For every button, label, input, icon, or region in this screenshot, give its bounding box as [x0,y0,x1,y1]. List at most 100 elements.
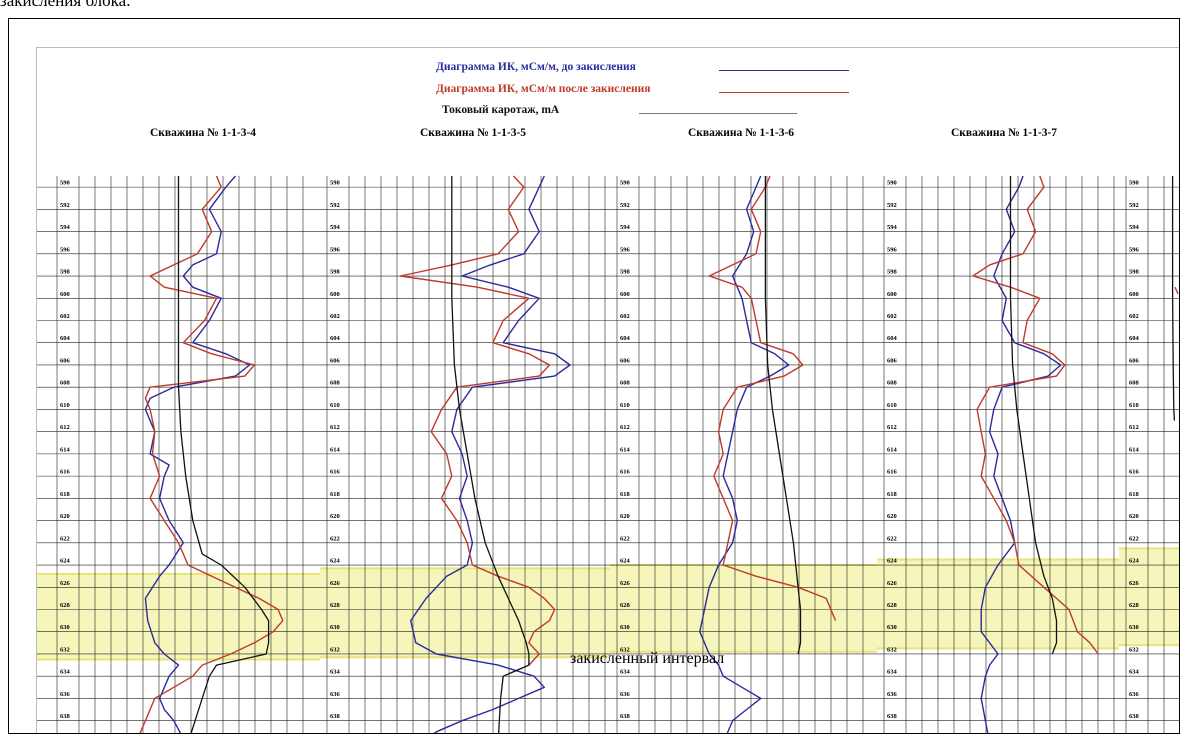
depth-tick-label: 632 [620,646,630,653]
depth-tick-label: 614 [1129,446,1140,453]
depth-tick-label: 626 [887,580,898,587]
zone-label: закисленный интервал [570,650,725,667]
depth-tick-label: 618 [330,491,341,498]
depth-tick-label: 610 [620,402,630,409]
depth-tick-label: 598 [620,269,631,276]
depth-tick-label: 608 [60,380,71,387]
depth-tick-label: 632 [887,646,897,653]
depth-tick-label: 594 [60,224,71,231]
depth-tick-label: 598 [60,269,71,276]
ik-before-line [699,175,790,733]
acidized-zone-band [320,568,610,658]
depth-tick-label: 628 [620,602,631,609]
depth-tick-label: 596 [330,246,341,253]
depth-tick-label: 616 [887,469,898,476]
well-title-2: Скважина № 1-1-3-5 [420,127,527,139]
ik-after-line [1174,286,1179,295]
depth-tick-label: 590 [620,180,630,187]
depth-tick-label: 630 [620,624,630,631]
depth-tick-label: 592 [60,202,70,209]
depth-tick-label: 600 [620,291,630,298]
legend-line-current [639,113,797,114]
depth-tick-label: 612 [887,424,897,431]
depth-tick-label: 596 [887,246,898,253]
depth-tick-label: 614 [887,446,898,453]
depth-tick-label: 638 [887,713,898,720]
depth-tick-label: 604 [1129,335,1140,342]
depth-tick-label: 630 [887,624,897,631]
depth-tick-label: 600 [60,291,70,298]
depth-tick-label: 596 [620,246,631,253]
depth-tick-label: 604 [620,335,631,342]
depth-tick-label: 594 [620,224,631,231]
ik-after-line [972,175,1099,655]
current-log-line [1171,176,1176,421]
depth-tick-label: 630 [1129,624,1139,631]
depth-tick-label: 610 [887,402,897,409]
depth-tick-label: 590 [60,180,70,187]
depth-tick-label: 636 [620,691,631,698]
depth-tick-label: 620 [1129,513,1139,520]
depth-tick-label: 626 [620,580,631,587]
depth-tick-label: 592 [887,202,897,209]
depth-tick-label: 630 [330,624,340,631]
depth-tick-label: 616 [1129,469,1140,476]
depth-tick-label: 602 [330,313,340,320]
depth-tick-label: 606 [60,357,71,364]
depth-tick-label: 624 [330,558,341,565]
current-log-line [764,176,802,655]
depth-tick-label: 610 [1129,402,1139,409]
depth-tick-label: 638 [60,713,71,720]
depth-tick-label: 636 [60,691,71,698]
depth-tick-label: 634 [887,669,898,676]
acidized-zone-band [610,565,877,652]
depth-tick-label: 606 [887,357,898,364]
top-caption: закисления блока. [0,0,131,10]
depth-tick-label: 626 [60,580,71,587]
depth-tick-label: 628 [1129,602,1140,609]
depth-tick-label: 634 [620,669,631,676]
depth-tick-label: 608 [1129,380,1140,387]
depth-tick-label: 628 [60,602,71,609]
ik-after-line [708,175,837,621]
depth-tick-label: 592 [330,202,340,209]
depth-tick-label: 618 [620,491,631,498]
depth-tick-label: 622 [620,535,630,542]
depth-tick-label: 636 [1129,691,1140,698]
depth-tick-label: 630 [60,624,70,631]
depth-tick-label: 614 [330,446,341,453]
figure-frame: Диаграмма ИК, мСм/м, до закисления Диагр… [8,18,1180,734]
depth-tick-label: 600 [887,291,897,298]
depth-tick-label: 622 [887,535,897,542]
depth-tick-label: 614 [60,446,71,453]
depth-tick-label: 598 [1129,269,1140,276]
depth-tick-label: 602 [1129,313,1139,320]
depth-tick-label: 602 [620,313,630,320]
depth-tick-label: 622 [60,535,70,542]
depth-tick-label: 600 [330,291,340,298]
depth-tick-label: 610 [330,402,340,409]
depth-tick-label: 612 [60,424,70,431]
depth-tick-label: 612 [620,424,630,431]
legend-line-before [719,70,849,71]
depth-tick-label: 610 [60,402,70,409]
depth-tick-label: 626 [1129,580,1140,587]
depth-tick-label: 628 [330,602,341,609]
legend-entry-after: Диаграмма ИК, мСм/м после закисления [436,83,651,95]
depth-tick-label: 606 [330,357,341,364]
depth-tick-label: 612 [1129,424,1139,431]
well-title-1: Скважина № 1-1-3-4 [150,127,257,139]
depth-tick-label: 618 [1129,491,1140,498]
depth-tick-label: 616 [620,469,631,476]
depth-tick-label: 624 [887,558,898,565]
well-title-3: Скважина № 1-1-3-6 [688,127,795,139]
depth-tick-label: 632 [330,646,340,653]
depth-tick-label: 632 [60,646,70,653]
depth-tick-label: 636 [887,691,898,698]
depth-tick-label: 608 [887,380,898,387]
legend-line-after [719,92,849,93]
depth-tick-label: 606 [1129,357,1140,364]
depth-tick-label: 638 [330,713,341,720]
depth-tick-label: 622 [1129,535,1139,542]
depth-tick-label: 628 [887,602,898,609]
